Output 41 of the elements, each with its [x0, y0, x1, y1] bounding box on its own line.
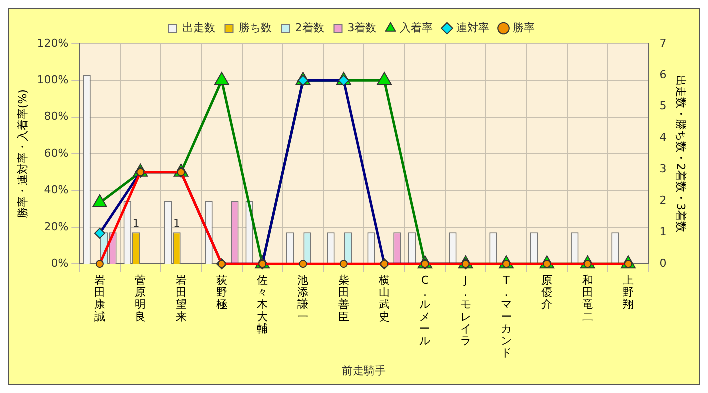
y2-tick-label: 6	[660, 68, 667, 82]
x-tick-label: 上野翔	[622, 274, 634, 312]
x-tick-label: C. ルメール	[420, 274, 431, 348]
y2-tick-label: 2	[660, 194, 667, 208]
y-axis-title: 勝率・連対率・入着率(%)	[16, 90, 30, 219]
x-tick-label: 柴田善臣	[338, 274, 350, 324]
y2-tick-label: 3	[660, 162, 667, 176]
legend-label: 入着率	[400, 21, 434, 34]
x-tick-label: 岩田望来	[176, 274, 187, 324]
x-tick-label: 和田竜二	[582, 274, 594, 324]
y-tick-label: 60%	[44, 146, 69, 160]
x-tick-label: 荻野極	[216, 274, 228, 312]
y2-axis-title: 出走数・勝ち数・2着数・3着数	[674, 76, 688, 233]
data-label: 1	[173, 217, 180, 230]
y-tick-label: 80%	[44, 110, 69, 124]
legend-label: 勝ち数	[238, 21, 272, 34]
legend-label: 連対率	[456, 21, 490, 34]
x-tick-label: 横山武史	[379, 274, 390, 324]
x-tick-label: 佐々木大輔	[257, 274, 268, 336]
x-tick-label: 岩田康誠	[94, 274, 106, 324]
legend-label: 3着数	[348, 21, 377, 34]
x-tick-label: 原優介	[542, 274, 553, 312]
y2-tick-label: 1	[660, 226, 667, 239]
data-label: 1	[132, 217, 140, 230]
x-axis-title: 前走騎手	[342, 364, 386, 378]
legend-label: 2着数	[295, 21, 324, 34]
x-tick-label: J. モレイラ	[460, 274, 472, 348]
y-tick-label: 100%	[37, 74, 69, 87]
x-tick-label: 池添謙一	[298, 274, 309, 324]
y-tick-label: 40%	[44, 184, 69, 197]
x-tick-label: 菅原明良	[135, 274, 146, 324]
y2-tick-label: 4	[660, 131, 667, 144]
x-tick-label: T. マーカンド	[501, 274, 512, 360]
legend-label: 勝率	[513, 21, 536, 34]
legend-label: 出走数	[182, 21, 216, 34]
y2-tick-label: 7	[660, 36, 667, 50]
y2-tick-label: 0	[660, 256, 667, 270]
y-tick-label: 0%	[51, 256, 69, 270]
y2-tick-label: 5	[660, 100, 667, 113]
y-tick-label: 20%	[44, 220, 69, 234]
y-tick-label: 120%	[37, 36, 69, 50]
